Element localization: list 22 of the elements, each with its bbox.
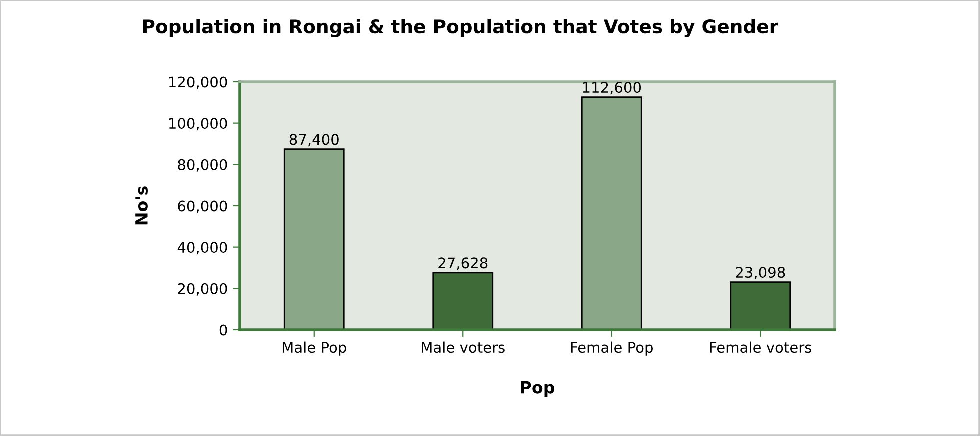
y-tick-label: 20,000 [178, 283, 228, 296]
y-tick-label: 0 [220, 324, 228, 336]
data-label: 87,400 [290, 134, 339, 147]
bar [730, 282, 792, 330]
y-tick-label: 40,000 [178, 242, 228, 255]
data-label: 112,600 [583, 82, 642, 95]
x-tick-label: Female Pop [571, 342, 653, 356]
chart-title: Population in Rongai & the Population that Votes by Gender [143, 19, 779, 38]
y-tick-label: 120,000 [169, 76, 228, 90]
y-tick-label: 80,000 [178, 159, 228, 172]
bar [432, 272, 494, 330]
x-tick-label: Male Pop [282, 342, 346, 356]
data-label: 27,628 [438, 258, 488, 270]
x-tick-label: Male voters [422, 342, 505, 354]
data-label: 23,098 [736, 267, 786, 280]
y-tick-label: 100,000 [169, 118, 228, 131]
y-tick-label: 60,000 [178, 200, 228, 214]
y-axis-title: No's [136, 186, 148, 225]
bar [284, 148, 345, 330]
bar [581, 96, 642, 330]
x-axis-title: Pop [521, 381, 555, 398]
x-tick-label: Female voters [710, 342, 812, 354]
